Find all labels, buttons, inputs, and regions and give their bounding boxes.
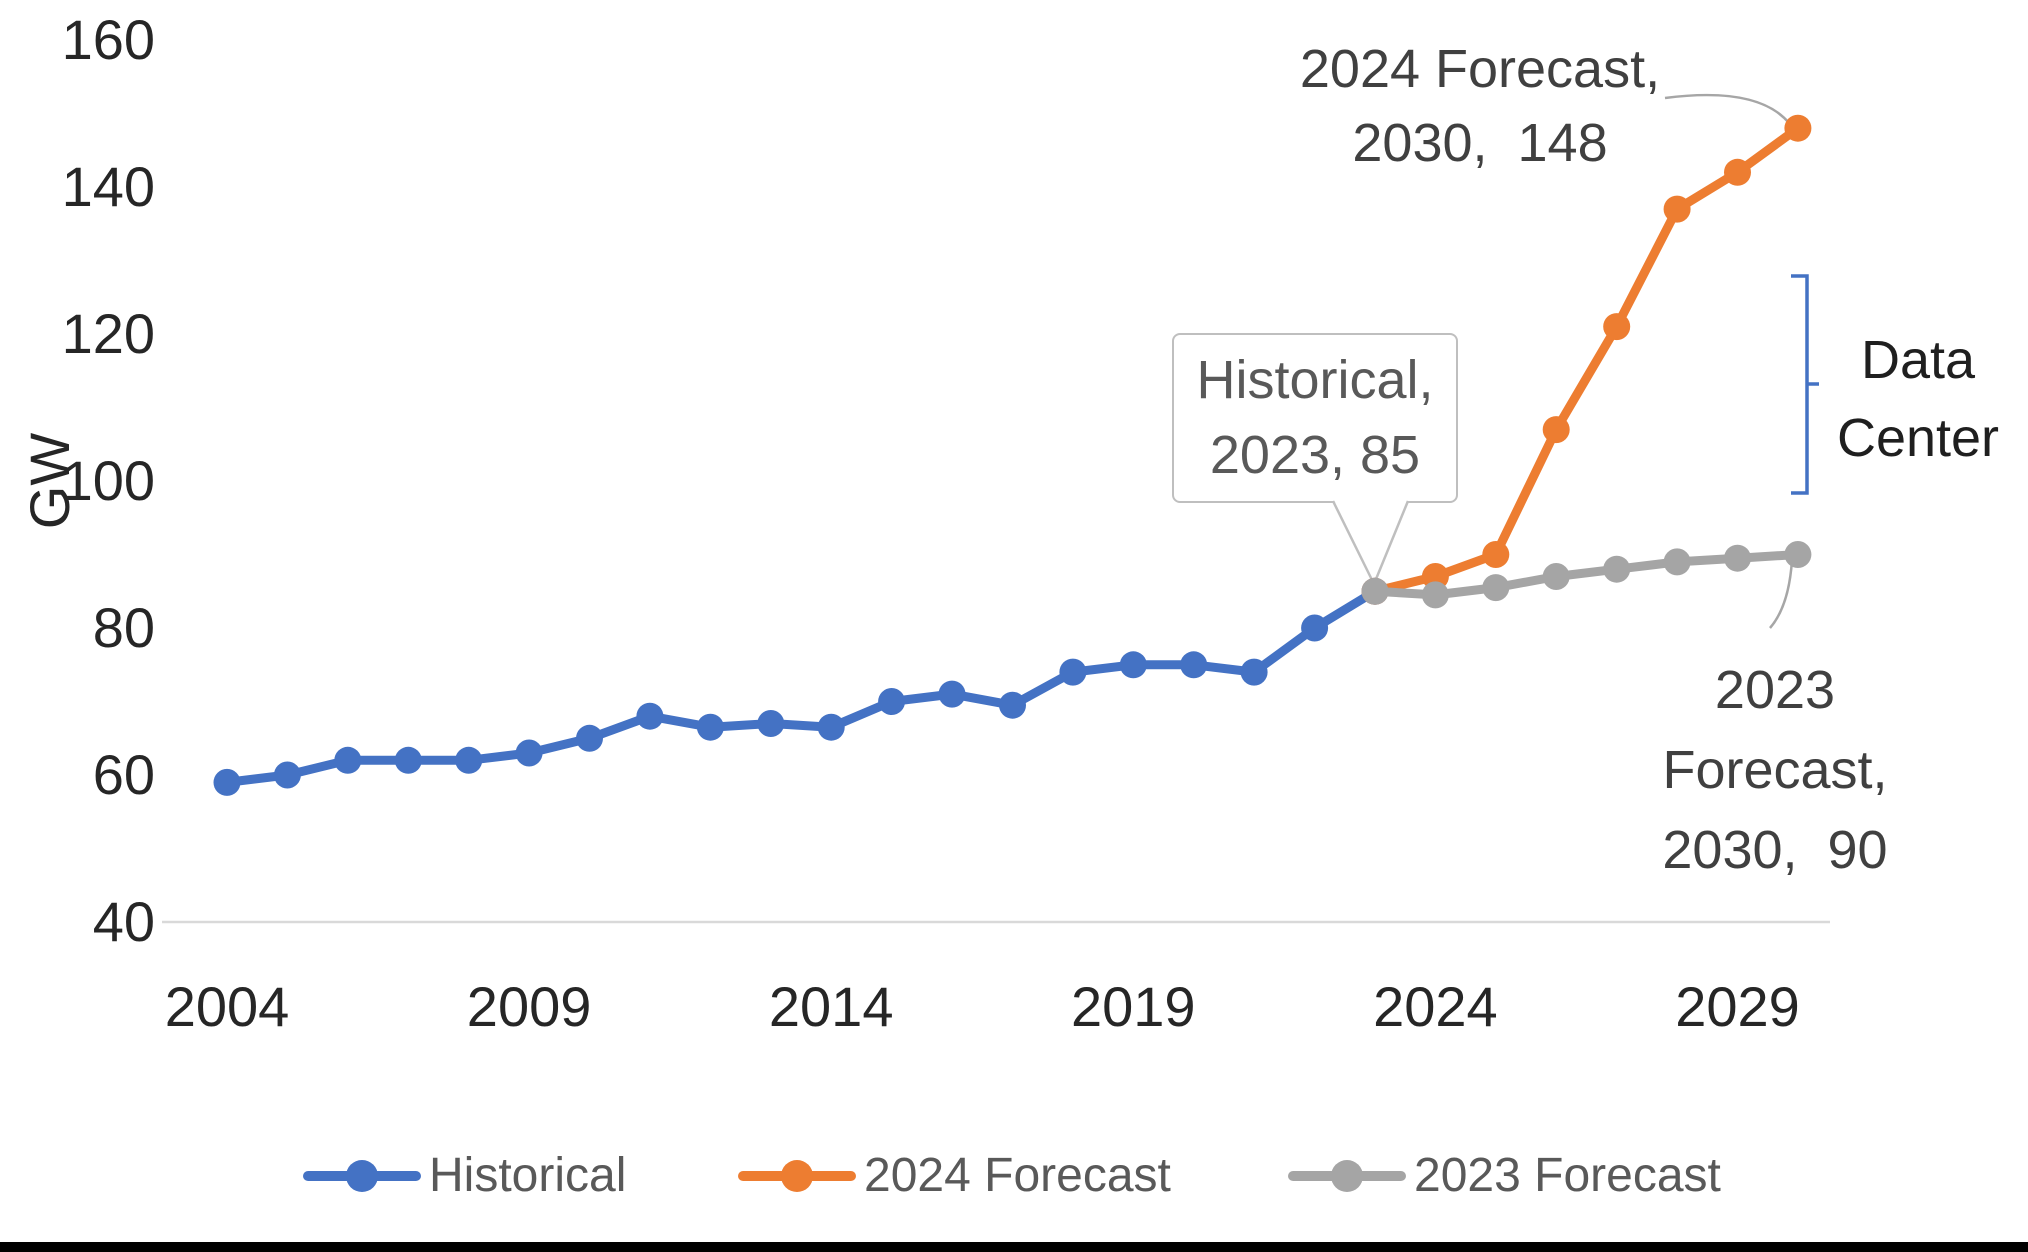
marker-historical-2016 bbox=[938, 680, 966, 708]
footer-bar bbox=[0, 1242, 2028, 1252]
marker-historical-2017 bbox=[999, 691, 1026, 719]
marker-forecast-2024-2027 bbox=[1603, 313, 1631, 341]
marker-historical-2019 bbox=[1119, 651, 1147, 679]
marker-historical-2020 bbox=[1180, 651, 1208, 679]
x-tick-2014: 2014 bbox=[768, 975, 894, 1038]
legend-label: 2024 Forecast bbox=[864, 1149, 1171, 1202]
legend-dot bbox=[781, 1160, 813, 1192]
x-tick-2009: 2009 bbox=[466, 975, 592, 1038]
marker-historical-2021 bbox=[1240, 658, 1268, 686]
x-tick-2024: 2024 bbox=[1373, 975, 1498, 1038]
marker-forecast-2023-2029 bbox=[1724, 544, 1751, 572]
y-tick-60: 60 bbox=[92, 743, 155, 806]
legend-dot bbox=[346, 1160, 378, 1192]
marker-forecast-2024-2028 bbox=[1663, 195, 1691, 223]
annotation-2023-forecast-endpoint: 2023 Forecast, 2030, 90 bbox=[1662, 660, 1888, 880]
marker-historical-2022 bbox=[1301, 614, 1329, 642]
annotation-data-center-label: Data Center bbox=[1836, 330, 2000, 468]
marker-forecast-2023-2026 bbox=[1542, 563, 1570, 590]
legend-item-2023-forecast: 2023 Forecast bbox=[1288, 1146, 1721, 1206]
marker-historical-2011 bbox=[636, 702, 664, 730]
legend-label: Historical bbox=[429, 1149, 627, 1202]
x-tick-2004: 2004 bbox=[164, 975, 290, 1038]
legend-marker bbox=[738, 1159, 856, 1193]
marker-historical-2004 bbox=[213, 768, 241, 796]
marker-historical-2005 bbox=[273, 761, 301, 789]
marker-forecast-2024-2023 bbox=[1361, 577, 1389, 605]
series-layer bbox=[213, 114, 1812, 796]
series-line-forecast-2023 bbox=[1370, 550, 1803, 600]
legend-marker bbox=[1288, 1159, 1406, 1193]
marker-historical-2013 bbox=[757, 710, 785, 737]
y-tick-100: 100 bbox=[61, 449, 155, 512]
marker-forecast-2023-2028 bbox=[1663, 548, 1691, 576]
marker-historical-2015 bbox=[878, 688, 906, 715]
series-line-historical bbox=[222, 586, 1380, 787]
callout-pointer bbox=[1331, 498, 1410, 585]
y-tick-140: 140 bbox=[61, 155, 155, 218]
marker-historical-2009 bbox=[515, 739, 543, 767]
legend-label: 2023 Forecast bbox=[1414, 1149, 1721, 1202]
annotation-historical-callout-box: Historical, 2023, 85 bbox=[1172, 333, 1458, 503]
y-tick-80: 80 bbox=[92, 596, 155, 659]
marker-historical-2012 bbox=[696, 713, 724, 741]
annotation-2024-forecast-endpoint: 2024 Forecast, 2030, 148 bbox=[1299, 39, 1661, 173]
marker-forecast-2024-2030 bbox=[1784, 114, 1812, 142]
leader-line-2023-forecast bbox=[1769, 559, 1794, 629]
marker-forecast-2023-2023 bbox=[1361, 577, 1389, 605]
marker-forecast-2023-2024 bbox=[1421, 581, 1449, 609]
legend-item-2024-forecast: 2024 Forecast bbox=[738, 1146, 1171, 1206]
marker-historical-2007 bbox=[394, 746, 422, 774]
marker-historical-2008 bbox=[455, 746, 483, 774]
marker-historical-2006 bbox=[334, 746, 362, 774]
y-tick-160: 160 bbox=[61, 8, 155, 71]
legend-marker bbox=[303, 1159, 421, 1193]
marker-forecast-2024-2024 bbox=[1421, 563, 1449, 590]
callout-pointer-fill bbox=[1333, 498, 1408, 584]
legend-item-historical: Historical bbox=[303, 1146, 626, 1206]
marker-forecast-2023-2025 bbox=[1482, 574, 1510, 602]
y-tick-120: 120 bbox=[61, 302, 155, 365]
callout-pointer-lines bbox=[1331, 500, 1410, 585]
legend-dot bbox=[1331, 1160, 1363, 1192]
marker-forecast-2023-2030 bbox=[1784, 541, 1812, 568]
marker-forecast-2024-2025 bbox=[1482, 541, 1510, 568]
y-tick-40: 40 bbox=[92, 890, 155, 953]
x-tick-2029: 2029 bbox=[1675, 975, 1800, 1038]
marker-historical-2014 bbox=[817, 713, 845, 741]
marker-historical-2023 bbox=[1361, 577, 1389, 605]
marker-forecast-2024-2026 bbox=[1542, 416, 1570, 444]
x-tick-2019: 2019 bbox=[1071, 975, 1196, 1038]
marker-historical-2018 bbox=[1059, 658, 1087, 686]
marker-forecast-2023-2027 bbox=[1603, 555, 1631, 583]
marker-historical-2010 bbox=[576, 724, 603, 752]
